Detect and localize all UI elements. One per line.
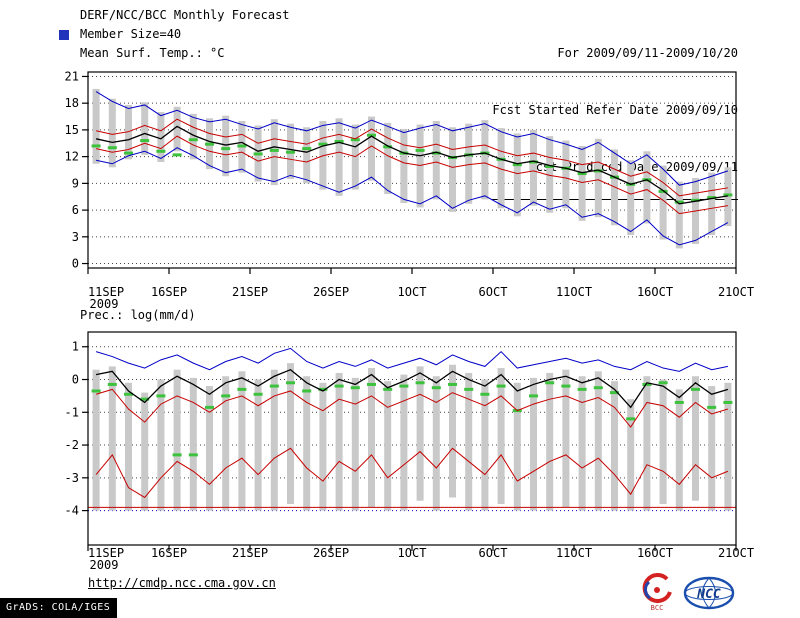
svg-text:0: 0 — [72, 373, 79, 387]
svg-text:11SEP: 11SEP — [88, 285, 124, 299]
svg-text:9: 9 — [72, 176, 79, 190]
svg-text:6OCT: 6OCT — [479, 285, 508, 299]
member-size-marker-icon — [59, 30, 69, 40]
svg-text:16SEP: 16SEP — [151, 546, 187, 560]
svg-text:21: 21 — [65, 69, 79, 83]
refer-date-label: Fcst Started Refer Date 2009/09/10 — [492, 103, 738, 117]
forecast-period-label: For 2009/09/11-2009/10/20 — [557, 46, 738, 60]
svg-text:21SEP: 21SEP — [232, 546, 268, 560]
svg-text:6OCT: 6OCT — [479, 546, 508, 560]
svg-text:12: 12 — [65, 150, 79, 164]
svg-text:11OCT: 11OCT — [556, 546, 592, 560]
temp-variable-label: Mean Surf. Temp.: °C — [80, 46, 225, 60]
source-url-link[interactable]: http://cmdp.ncc.cma.gov.cn — [88, 576, 276, 590]
svg-text:3: 3 — [72, 230, 79, 244]
bcc-logo-icon: BCC — [642, 573, 672, 612]
svg-text:11SEP: 11SEP — [88, 546, 124, 560]
svg-text:21OCT: 21OCT — [718, 285, 754, 299]
svg-text:-1: -1 — [65, 405, 79, 419]
temp-chart: 0 3 6 9 12 15 18 21 11SEP 16SEP 21SEP 26SEP 1OCT 6OCT… — [65, 69, 755, 311]
svg-text:21OCT: 21OCT — [718, 546, 754, 560]
member-size-label: Member Size=40 — [80, 27, 182, 41]
page-title: DERF/NCC/BCC Monthly Forecast — [80, 8, 290, 22]
svg-text:1OCT: 1OCT — [398, 546, 427, 560]
svg-text:11OCT: 11OCT — [556, 285, 592, 299]
svg-text:0: 0 — [72, 257, 79, 271]
svg-text:16SEP: 16SEP — [151, 285, 187, 299]
svg-text:-4: -4 — [65, 504, 79, 518]
svg-text:16OCT: 16OCT — [637, 546, 673, 560]
grads-credit: GrADS: COLA/IGES — [0, 598, 118, 618]
svg-text:21SEP: 21SEP — [232, 285, 268, 299]
svg-text:26SEP: 26SEP — [313, 285, 349, 299]
precip-chart: -4 -3 -2 -1 0 1 11SEP 16SEP 21SEP 26SEP 1OCT 6OCT 11… — [65, 331, 754, 572]
svg-text:2009: 2009 — [90, 558, 119, 572]
ncc-logo-icon: NCC — [683, 576, 735, 610]
bcc-logo-text: BCC — [651, 604, 664, 612]
precip-variable-label: Prec.: log(mm/d) — [80, 308, 196, 322]
svg-text:1: 1 — [72, 340, 79, 354]
svg-text:26SEP: 26SEP — [313, 546, 349, 560]
svg-text:15: 15 — [65, 123, 79, 137]
svg-text:16OCT: 16OCT — [637, 285, 673, 299]
svg-text:-3: -3 — [65, 471, 79, 485]
svg-text:2009: 2009 — [90, 297, 119, 311]
svg-text:6: 6 — [72, 203, 79, 217]
svg-text:-2: -2 — [65, 438, 79, 452]
ncc-logo-text: NCC — [696, 587, 721, 602]
svg-text:18: 18 — [65, 96, 79, 110]
svg-text:1OCT: 1OCT — [398, 285, 427, 299]
